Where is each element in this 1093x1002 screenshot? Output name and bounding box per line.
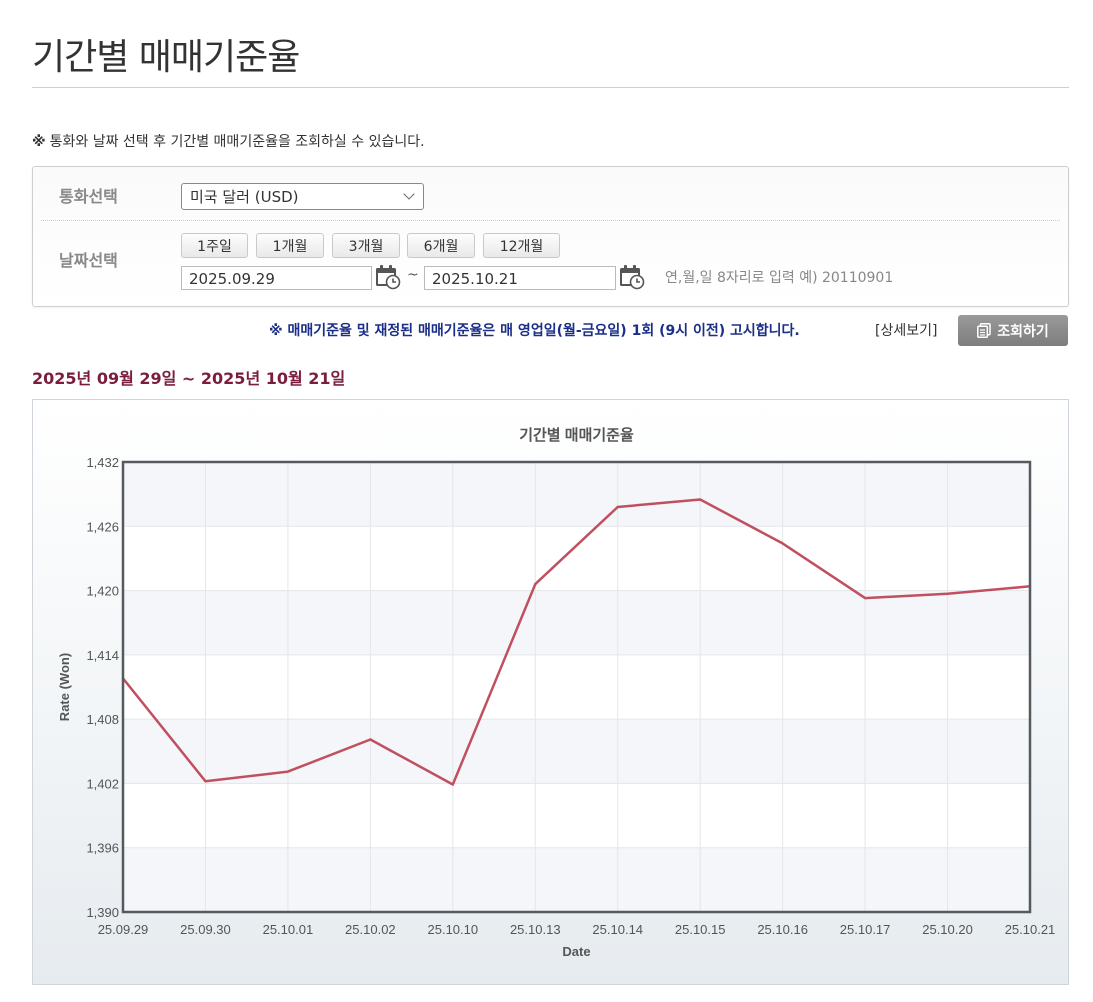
period-button-3months[interactable]: 3개월 [332,233,400,258]
y-tick-label: 1,414 [86,648,119,663]
page-title: 기간별 매매기준율 [32,37,300,78]
data-point [369,738,372,741]
data-point [616,505,619,509]
x-tick-label: 25.10.15 [675,922,726,937]
chart-panel: 1,390 1,396 1,402 1,408 1,414 1,420 1,426 1,432… [32,399,1069,985]
chevron-down-icon [403,188,415,200]
reference-mark: ※ [32,134,46,150]
x-tick-label: 25.10.14 [592,922,643,937]
data-point [534,582,537,586]
inquiry-button-label: 조회하기 [997,323,1049,340]
y-axis-label: Rate (Won) [57,653,72,721]
period-button-6months[interactable]: 6개월 [407,233,475,258]
data-point [286,770,290,773]
y-tick-label: 1,396 [86,841,119,856]
plot-frame [121,460,1032,914]
data-point [946,592,949,595]
plot-band [123,590,1030,655]
currency-label: 통화선택 [59,187,118,206]
x-axis-label: Date [562,944,590,959]
date-range-heading: 2025년 09월 29일 ~ 2025년 10월 21일 [32,369,346,388]
document-icon [977,323,991,338]
y-tick-label: 1,420 [86,584,119,599]
instruction-text: 통화와 날짜 선택 후 기간별 매매기준율을 조회하실 수 있습니다. [49,134,425,150]
y-tick-label: 1,390 [86,905,119,920]
calendar-icon[interactable] [619,264,645,290]
inquiry-button[interactable]: 조회하기 [958,315,1068,346]
x-tick-label: 25.09.29 [98,922,149,937]
currency-select-value: 미국 달러 (USD) [190,188,299,206]
date-format-hint: 연,월,일 8자리로 입력 예) 20110901 [665,270,894,286]
x-tick-label: 25.10.17 [840,922,891,937]
x-tick-label: 25.10.13 [510,922,561,937]
y-tick-label: 1,426 [86,519,119,534]
chart-title: 기간별 매매기준율 [519,426,634,444]
x-tick-label: 25.10.20 [922,922,973,937]
x-tick-label: 25.10.21 [1005,922,1056,937]
currency-select[interactable]: 미국 달러 (USD) [181,183,424,210]
period-button-12months[interactable]: 12개월 [483,233,560,258]
plot-band [123,847,1030,912]
row-divider [41,220,1060,221]
title-divider [32,87,1069,88]
date-range-separator: ~ [407,267,419,283]
data-point [863,596,867,600]
plot-background [123,462,1030,912]
start-date-input[interactable]: 2025.09.29 [181,266,372,290]
instruction-note: ※ 통화와 날짜 선택 후 기간별 매매기준율을 조회하실 수 있습니다. [32,131,425,151]
period-button-1month[interactable]: 1개월 [256,233,324,258]
announcement-notice: ※ 매매기준율 및 재정된 매매기준율은 매 영업일(월-금요일) 1회 (9시… [269,323,800,339]
plot-band [123,462,1030,527]
series-line [122,498,1031,786]
end-date-input[interactable]: 2025.10.21 [424,266,616,290]
search-panel: 통화선택 미국 달러 (USD) 날짜선택 1주일 1개월 3개월 6개월 12… [32,166,1069,307]
x-tick-label: 25.10.10 [428,922,479,937]
x-tick-label: 25.10.16 [757,922,808,937]
data-point [781,542,784,545]
detail-link[interactable]: [상세보기] [875,323,938,339]
y-tick-label: 1,432 [86,455,119,470]
data-point [698,498,702,501]
data-point [451,783,455,786]
x-tick-label: 25.10.01 [263,922,314,937]
x-tick-label: 25.09.30 [180,922,231,937]
data-point [204,780,207,783]
rate-line-chart: 1,390 1,396 1,402 1,408 1,414 1,420 1,426 1,432… [57,426,1056,959]
period-button-1week[interactable]: 1주일 [181,233,248,258]
calendar-icon[interactable] [375,264,401,290]
y-tick-label: 1,402 [86,776,119,791]
y-tick-label: 1,408 [86,712,119,727]
x-tick-label: 25.10.02 [345,922,396,937]
date-label: 날짜선택 [59,251,118,270]
